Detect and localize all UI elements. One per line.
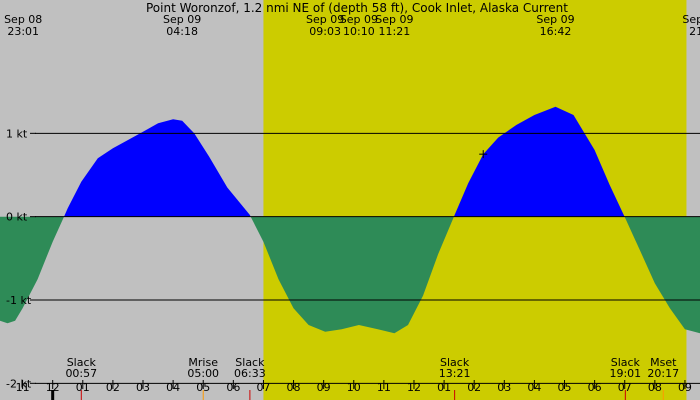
event-label-0: Slack <box>67 356 97 369</box>
hour-axis: 11 12 01 02 03 04 05 06 07 08 09 10 11 12 01 02 03 04 05 06… <box>16 380 692 400</box>
hour-label-3: 02 <box>106 381 120 394</box>
hour-label-22: 09 <box>678 381 692 394</box>
hour-label-12: 11 <box>377 381 391 394</box>
event-label-2: Slack <box>235 356 265 369</box>
top-label-time-6: 21:3 <box>689 25 700 38</box>
flood-area-1 <box>64 119 251 217</box>
event-label-3: Slack <box>440 356 470 369</box>
current-curve-layer <box>0 106 700 334</box>
hour-label-1: 12 <box>46 381 60 394</box>
event-label-1: Mrise <box>188 356 218 369</box>
y-axis-ticks: 1 kt 0 kt -1 kt -2 kt <box>6 127 36 390</box>
current-position-marker-layer <box>479 150 488 159</box>
top-label-date-4: Sep 09 <box>375 13 413 26</box>
top-label-time-4: 11:21 <box>379 25 411 38</box>
event-time-1: 05:00 <box>187 367 219 380</box>
flood-area-3 <box>453 106 625 217</box>
hour-label-15: 02 <box>467 381 481 394</box>
top-label-date-5: Sep 09 <box>536 13 574 26</box>
top-label-time-1: 04:18 <box>166 25 198 38</box>
hour-label-10: 09 <box>317 381 331 394</box>
top-label-time-3: 10:10 <box>343 25 375 38</box>
hour-label-0: 11 <box>16 381 30 394</box>
event-label-4: Slack <box>611 356 641 369</box>
hour-label-20: 07 <box>618 381 632 394</box>
hour-label-13: 12 <box>407 381 421 394</box>
top-label-date-3: Sep 09 <box>340 13 378 26</box>
event-time-4: 19:01 <box>609 367 641 380</box>
hour-label-21: 08 <box>648 381 662 394</box>
event-time-2: 06:33 <box>234 367 266 380</box>
y-tick-1-label: 1 kt <box>6 127 28 140</box>
hour-label-4: 03 <box>136 381 150 394</box>
top-label-time-0: 23:01 <box>7 25 39 38</box>
ebb-area-2 <box>250 216 454 334</box>
event-label-5: Mset <box>650 356 677 369</box>
hour-label-8: 07 <box>256 381 270 394</box>
midnight-marker <box>51 390 55 400</box>
ebb-area-0 <box>0 216 64 324</box>
y-tick-0-label: 0 kt <box>6 211 28 224</box>
chart-title: Point Woronzof, 1.2 nmi NE of (depth 58 … <box>146 1 568 15</box>
event-time-5: 20:17 <box>647 367 679 380</box>
top-label-time-5: 16:42 <box>540 25 572 38</box>
y-gridlines <box>35 132 700 384</box>
hour-label-16: 03 <box>497 381 511 394</box>
y-tick-neg1-label: -1 kt <box>6 294 32 307</box>
top-label-date-0: Sep 08 <box>4 13 42 26</box>
event-labels: Slack00:57Mrise05:00Slack06:33Slack13:21… <box>65 356 679 400</box>
top-label-date-6: Sep 09 <box>682 13 700 26</box>
hour-label-7: 06 <box>226 381 240 394</box>
hour-label-17: 04 <box>527 381 541 394</box>
ebb-area-4 <box>624 216 700 334</box>
hour-label-2: 01 <box>76 381 90 394</box>
hour-label-19: 06 <box>588 381 602 394</box>
hour-label-11: 10 <box>347 381 361 394</box>
hour-label-6: 05 <box>196 381 210 394</box>
top-label-date-1: Sep 09 <box>163 13 201 26</box>
y-tick-neg2-label: -2 kt <box>6 377 32 390</box>
event-time-3: 13:21 <box>439 367 471 380</box>
hour-label-14: 01 <box>437 381 451 394</box>
event-time-0: 00:57 <box>65 367 97 380</box>
hour-label-9: 08 <box>287 381 301 394</box>
hour-label-18: 05 <box>558 381 572 394</box>
hour-label-5: 04 <box>166 381 180 394</box>
top-label-time-2: 09:03 <box>309 25 341 38</box>
top-label-date-2: Sep 09 <box>306 13 344 26</box>
